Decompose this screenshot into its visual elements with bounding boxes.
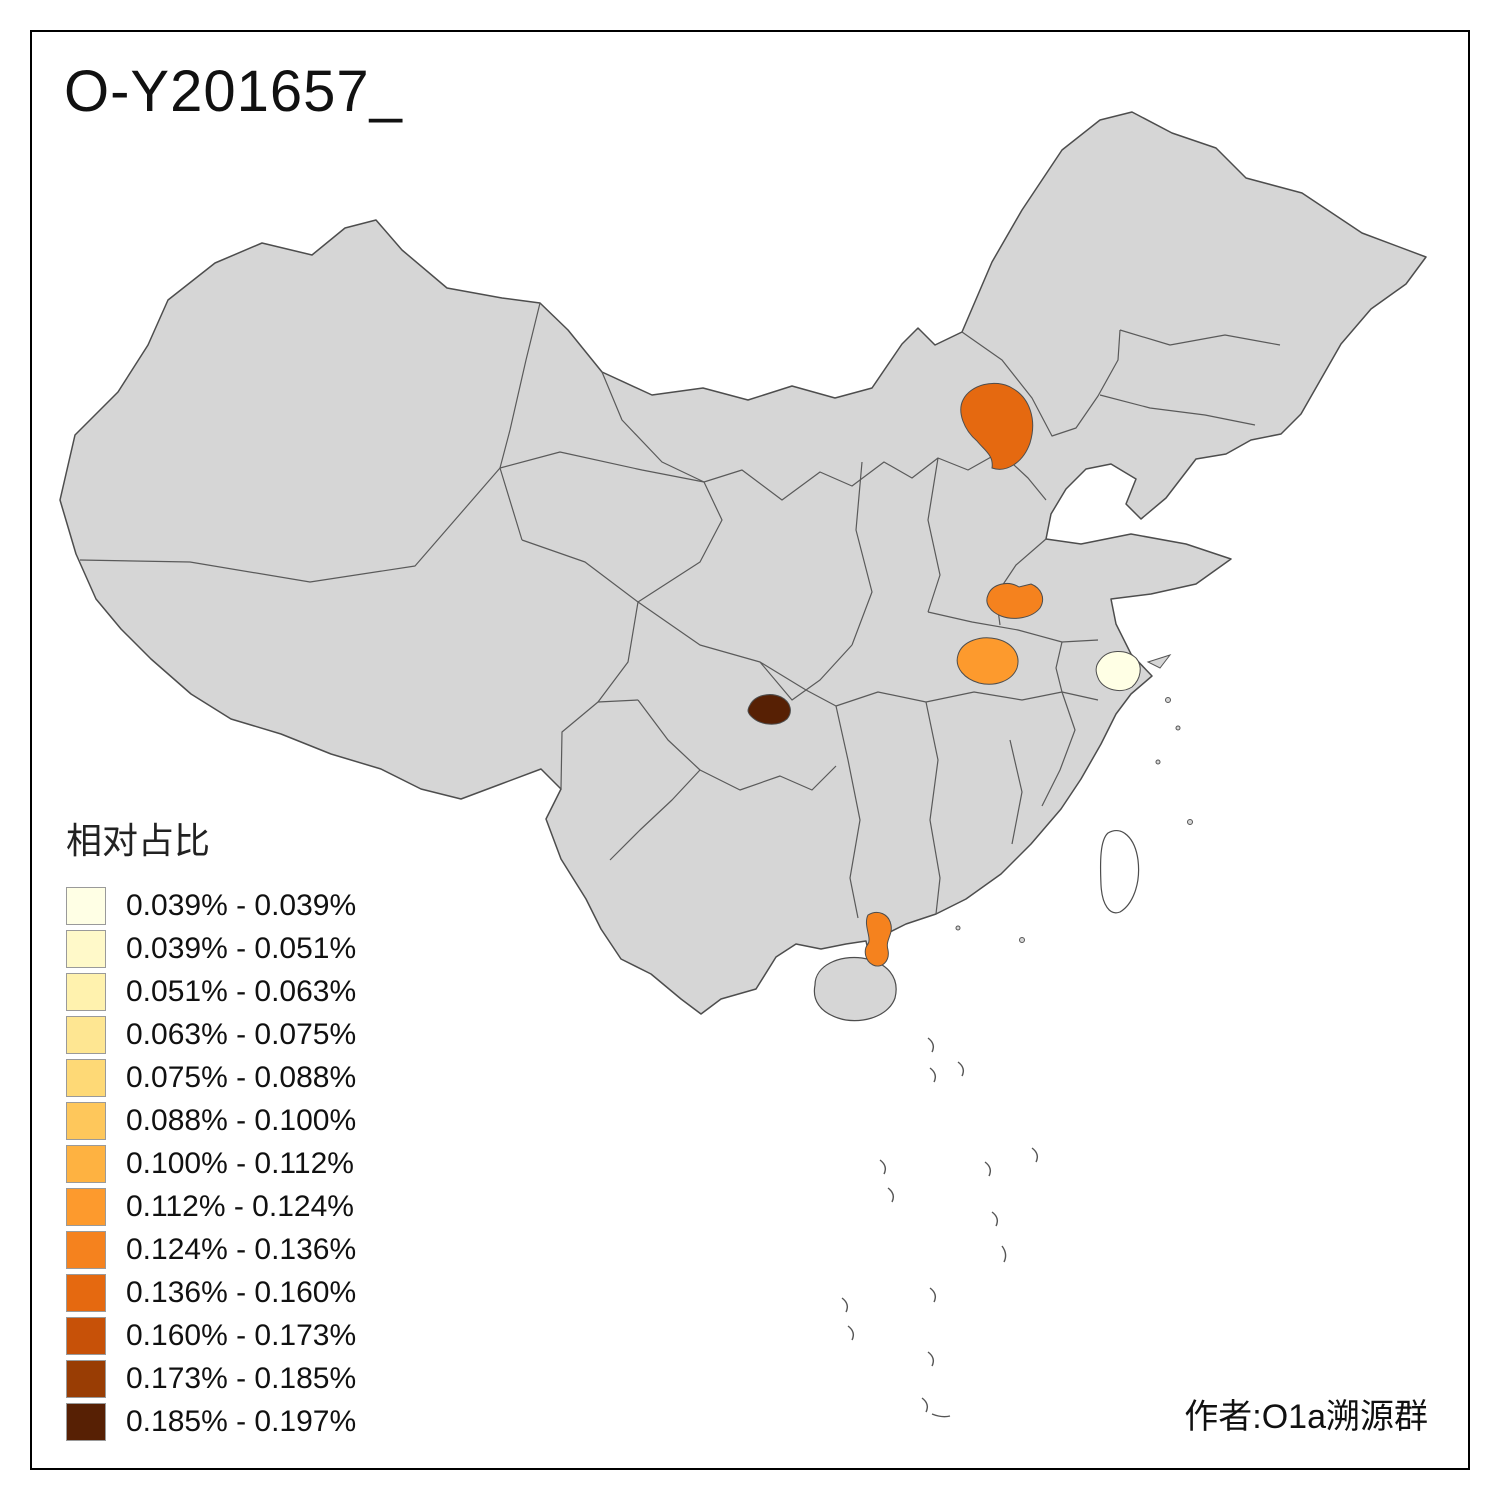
legend-item: 0.160% - 0.173% [66,1314,486,1357]
legend-item: 0.173% - 0.185% [66,1357,486,1400]
legend-item: 0.039% - 0.051% [66,927,486,970]
legend-label: 0.185% - 0.197% [126,1404,357,1438]
page-title: O-Y201657_ [64,59,403,124]
legend-swatch [66,1101,106,1140]
legend-label: 0.136% - 0.160% [126,1275,357,1309]
taiwan-island [1099,830,1140,914]
legend-items: 0.039% - 0.039% 0.039% - 0.051% 0.051% - 0… [66,884,486,1443]
map-region [956,637,1019,685]
map-region [864,911,892,967]
legend-label: 0.124% - 0.136% [126,1232,357,1266]
legend-swatch [66,886,106,925]
south-china-sea-islands [841,1037,1039,1418]
legend-swatch [66,1144,106,1183]
map-region [747,694,791,725]
china-mainland [59,111,1427,1015]
legend-label: 0.063% - 0.075% [126,1017,357,1051]
legend-item: 0.088% - 0.100% [66,1099,486,1142]
legend-label: 0.075% - 0.088% [126,1060,357,1094]
legend-label: 0.100% - 0.112% [126,1146,354,1180]
map-region [1095,651,1141,691]
legend-swatch [66,1187,106,1226]
legend-label: 0.112% - 0.124% [126,1189,354,1223]
coastal-islets [955,654,1193,943]
map-region [986,583,1044,619]
province-borders [79,302,1281,919]
legend-swatch [66,1359,106,1398]
legend-title: 相对占比 [66,820,211,861]
legend-label: 0.039% - 0.039% [126,888,357,922]
legend-item: 0.075% - 0.088% [66,1056,486,1099]
legend-swatch [66,1402,106,1441]
highlighted-regions [747,382,1141,967]
legend-swatch [66,972,106,1011]
legend-item: 0.124% - 0.136% [66,1228,486,1271]
legend-swatch [66,1273,106,1312]
legend-item: 0.185% - 0.197% [66,1400,486,1443]
legend-label: 0.039% - 0.051% [126,931,357,965]
attribution: 作者:O1a溯源群 [1184,1398,1428,1436]
legend-swatch [66,929,106,968]
legend-item: 0.136% - 0.160% [66,1271,486,1314]
legend-swatch [66,1058,106,1097]
hainan-island [813,956,897,1022]
legend-item: 0.039% - 0.039% [66,884,486,927]
map-region [960,382,1034,470]
legend-swatch [66,1015,106,1054]
legend-label: 0.088% - 0.100% [126,1103,357,1137]
legend-item: 0.051% - 0.063% [66,970,486,1013]
legend-label: 0.160% - 0.173% [126,1318,357,1352]
legend-label: 0.051% - 0.063% [126,974,357,1008]
legend-label: 0.173% - 0.185% [126,1361,357,1395]
legend-item: 0.112% - 0.124% [66,1185,486,1228]
legend-swatch [66,1230,106,1269]
legend-item: 0.063% - 0.075% [66,1013,486,1056]
legend-item: 0.100% - 0.112% [66,1142,486,1185]
legend: 相对占比 0.039% - 0.039% 0.039% - 0.051% 0.051… [66,812,486,1443]
legend-swatch [66,1316,106,1355]
